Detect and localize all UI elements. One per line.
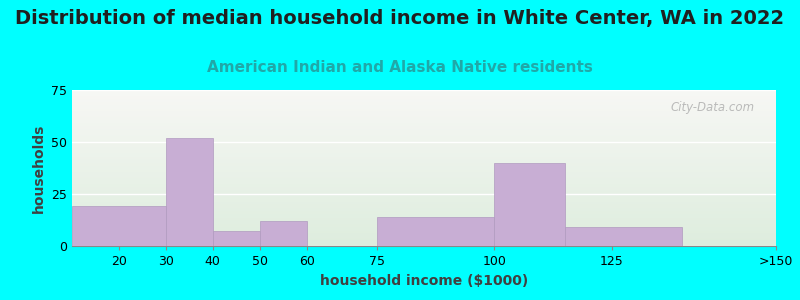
Bar: [166, 138, 213, 246]
X-axis label: household income ($1000): household income ($1000): [320, 274, 528, 288]
Bar: [72, 206, 166, 246]
Y-axis label: households: households: [31, 123, 46, 213]
Bar: [565, 227, 682, 246]
Text: Distribution of median household income in White Center, WA in 2022: Distribution of median household income …: [15, 9, 785, 28]
Text: American Indian and Alaska Native residents: American Indian and Alaska Native reside…: [207, 60, 593, 75]
Bar: [260, 221, 306, 246]
Bar: [213, 231, 260, 246]
Text: City-Data.com: City-Data.com: [670, 101, 755, 114]
Bar: [494, 163, 565, 246]
Bar: [377, 217, 494, 246]
